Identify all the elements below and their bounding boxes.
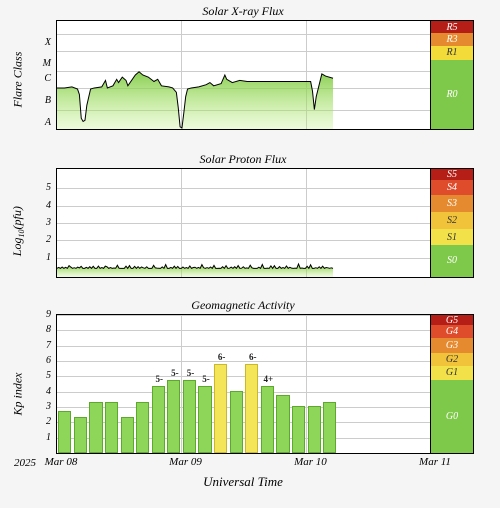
y-tick-label: X: [45, 37, 51, 48]
y-tick-label: 1: [46, 432, 51, 443]
kp-bar: [323, 402, 336, 453]
y-tick-label: 2: [46, 234, 51, 245]
chart2-ylabel: Log10(pfu): [10, 196, 26, 256]
y-tick-label: 4: [46, 386, 51, 397]
kp-bar: [183, 380, 196, 453]
y-tick-label: 4: [46, 200, 51, 211]
scale-band-S0: S0: [431, 245, 473, 277]
scale-band-G1: G1: [431, 366, 473, 380]
kp-bar: [308, 406, 321, 453]
kp-bar: [167, 380, 180, 453]
xray-series: [57, 21, 430, 129]
chart1-ylabel: Flare Class: [11, 48, 26, 108]
x-year-label: 2025: [14, 457, 36, 469]
y-tick-label: 5: [46, 370, 51, 381]
kp-bar-label: 6-: [244, 352, 261, 362]
kp-bar: [276, 395, 289, 453]
scale-band-R1: R1: [431, 46, 473, 60]
grid-line: [57, 376, 430, 377]
scale-band-G4: G4: [431, 325, 473, 338]
scale-band-S1: S1: [431, 229, 473, 244]
x-axis-label: Universal Time: [56, 474, 430, 490]
y-tick-label: 5: [46, 182, 51, 193]
kp-bar-label: 5-: [197, 374, 214, 384]
chart3-scale: G5G4G3G2G1G0: [430, 314, 474, 454]
kp-bar: [89, 402, 102, 453]
chart2-scale: S5S4S3S2S1S0: [430, 168, 474, 278]
scale-band-G5: G5: [431, 315, 473, 325]
chart3-ylabel: Kp index: [11, 356, 26, 416]
x-tick-label: Mar 09: [161, 456, 211, 468]
grid-line: [57, 315, 430, 316]
scale-band-S3: S3: [431, 195, 473, 212]
y-tick-label: 3: [46, 217, 51, 228]
x-tick-label: Mar 11: [410, 456, 460, 468]
y-tick-label: 3: [46, 401, 51, 412]
proton-series: [57, 169, 430, 277]
kp-bar: [152, 386, 165, 453]
y-tick-label: 1: [46, 252, 51, 263]
scale-band-R3: R3: [431, 33, 473, 45]
chart2-plot: 12345: [56, 168, 430, 278]
kp-bar-label: 6-: [213, 352, 230, 362]
grid-line: [57, 330, 430, 331]
grid-line: [57, 346, 430, 347]
scale-band-G2: G2: [431, 353, 473, 366]
chart1-scale: R5R3R1R0: [430, 20, 474, 130]
kp-bar: [245, 364, 258, 453]
y-tick-label: 2: [46, 416, 51, 427]
kp-bar: [292, 406, 305, 453]
kp-bar: [136, 402, 149, 453]
y-tick-label: 9: [46, 309, 51, 320]
scale-band-G0: G0: [431, 380, 473, 453]
kp-bar: [58, 411, 71, 453]
kp-bar-label: 4+: [260, 374, 277, 384]
chart3-title: Geomagnetic Activity: [56, 298, 430, 313]
chart2-title: Solar Proton Flux: [56, 152, 430, 167]
kp-bar: [105, 402, 118, 453]
chart1-plot: ABCMX: [56, 20, 430, 130]
y-tick-label: B: [45, 95, 51, 106]
y-tick-label: M: [43, 58, 51, 69]
chart1-title: Solar X-ray Flux: [56, 4, 430, 19]
y-tick-label: 7: [46, 340, 51, 351]
y-tick-label: 6: [46, 355, 51, 366]
y-tick-label: C: [44, 73, 51, 84]
kp-bar: [74, 417, 87, 453]
kp-bar: [198, 386, 211, 453]
scale-band-R0: R0: [431, 60, 473, 129]
kp-bar: [214, 364, 227, 453]
x-tick-label: Mar 08: [36, 456, 86, 468]
y-tick-label: A: [45, 117, 51, 128]
scale-band-S4: S4: [431, 180, 473, 195]
y-tick-label: 8: [46, 324, 51, 335]
chart3-plot: 1234567895-5-5-5-6-6-4+: [56, 314, 430, 454]
kp-bar: [261, 386, 274, 453]
kp-bar: [230, 391, 243, 453]
scale-band-R5: R5: [431, 21, 473, 33]
x-tick-label: Mar 10: [285, 456, 335, 468]
grid-line: [57, 392, 430, 393]
kp-bar: [121, 417, 134, 453]
scale-band-G3: G3: [431, 338, 473, 352]
scale-band-S2: S2: [431, 212, 473, 229]
scale-band-S5: S5: [431, 169, 473, 180]
